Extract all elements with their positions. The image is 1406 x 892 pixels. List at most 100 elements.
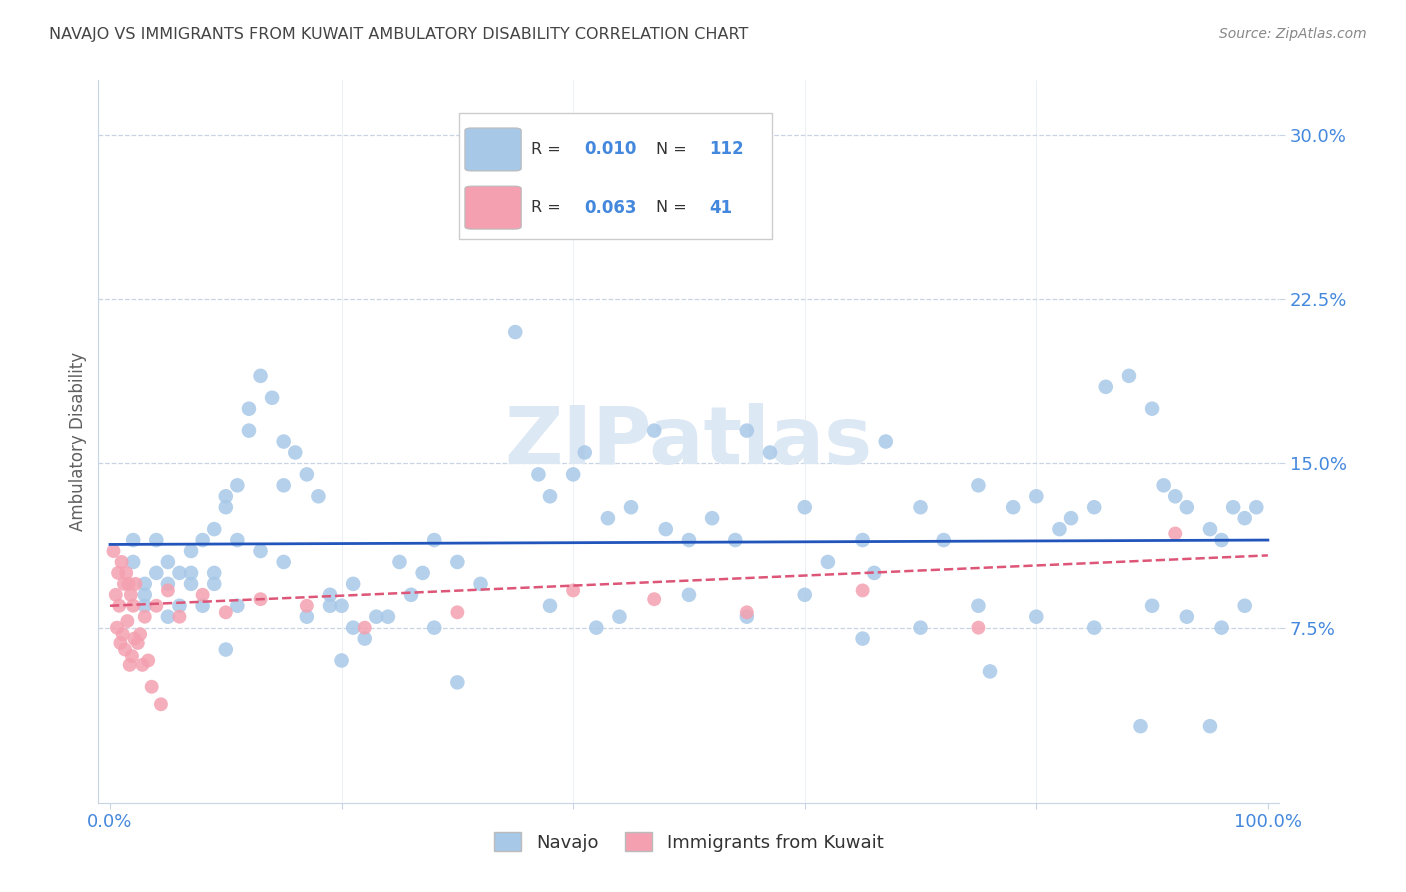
Point — [967, 478, 990, 492]
Point — [446, 675, 468, 690]
Point — [156, 583, 179, 598]
Point — [735, 609, 758, 624]
Point — [1025, 489, 1047, 503]
Point — [114, 642, 136, 657]
Point — [562, 583, 585, 598]
Point — [226, 599, 249, 613]
Point — [112, 577, 135, 591]
Point — [273, 555, 295, 569]
Point — [295, 599, 318, 613]
Point — [169, 599, 191, 613]
Point — [115, 566, 138, 580]
Point — [122, 599, 145, 613]
Point — [108, 599, 131, 613]
Text: 112: 112 — [709, 140, 744, 159]
Point — [226, 533, 249, 547]
Point — [122, 555, 145, 569]
Point — [273, 434, 295, 449]
Point — [399, 588, 422, 602]
Point — [446, 555, 468, 569]
Point — [1175, 609, 1198, 624]
Point — [180, 544, 202, 558]
Point — [388, 555, 411, 569]
Point — [295, 467, 318, 482]
Point — [107, 566, 129, 580]
Point — [1083, 500, 1105, 515]
Point — [238, 424, 260, 438]
Point — [134, 577, 156, 591]
Point — [852, 583, 875, 598]
Point — [527, 467, 550, 482]
Point — [238, 401, 260, 416]
Point — [103, 544, 125, 558]
Point — [1094, 380, 1116, 394]
Point — [1140, 599, 1163, 613]
Point — [979, 665, 1001, 679]
Point — [1060, 511, 1083, 525]
Legend: Navajo, Immigrants from Kuwait: Navajo, Immigrants from Kuwait — [486, 825, 891, 859]
Point — [759, 445, 782, 459]
Point — [1140, 401, 1163, 416]
Text: 41: 41 — [709, 199, 733, 217]
Point — [129, 627, 152, 641]
Point — [1199, 719, 1222, 733]
Point — [215, 605, 238, 619]
Point — [852, 632, 875, 646]
Point — [191, 588, 214, 602]
Point — [423, 533, 446, 547]
Point — [562, 171, 585, 186]
Point — [353, 632, 375, 646]
Point — [585, 621, 607, 635]
Point — [1211, 533, 1233, 547]
Point — [678, 588, 700, 602]
Point — [202, 577, 225, 591]
Point — [249, 592, 271, 607]
Point — [215, 489, 238, 503]
Point — [967, 621, 990, 635]
Point — [141, 680, 163, 694]
Point — [700, 511, 723, 525]
Point — [793, 588, 815, 602]
Point — [110, 636, 132, 650]
Point — [562, 467, 585, 482]
Point — [735, 605, 758, 619]
Point — [149, 698, 172, 712]
Point — [446, 605, 468, 619]
Text: R =: R = — [530, 142, 565, 157]
Point — [793, 500, 815, 515]
Point — [191, 533, 214, 547]
Text: 0.010: 0.010 — [583, 140, 636, 159]
Point — [307, 489, 329, 503]
Point — [655, 522, 678, 536]
Point — [910, 500, 932, 515]
Point — [215, 642, 238, 657]
Point — [156, 577, 179, 591]
Point — [1049, 522, 1071, 536]
Point — [538, 599, 561, 613]
Point — [120, 588, 142, 602]
Point — [134, 599, 156, 613]
Point — [156, 609, 179, 624]
Point — [643, 592, 665, 607]
Point — [1129, 719, 1152, 733]
Point — [104, 588, 127, 602]
Text: ZIPatlas: ZIPatlas — [505, 402, 873, 481]
Point — [643, 424, 665, 438]
FancyBboxPatch shape — [465, 186, 522, 229]
Point — [122, 533, 145, 547]
Point — [249, 544, 271, 558]
Point — [180, 566, 202, 580]
Point — [169, 566, 191, 580]
Point — [377, 609, 399, 624]
Point — [105, 621, 128, 635]
Point — [1199, 522, 1222, 536]
Point — [967, 599, 990, 613]
Point — [423, 621, 446, 635]
Point — [330, 599, 353, 613]
Point — [678, 533, 700, 547]
Point — [202, 566, 225, 580]
Point — [319, 599, 342, 613]
Point — [875, 434, 897, 449]
Point — [353, 621, 375, 635]
Point — [1025, 609, 1047, 624]
